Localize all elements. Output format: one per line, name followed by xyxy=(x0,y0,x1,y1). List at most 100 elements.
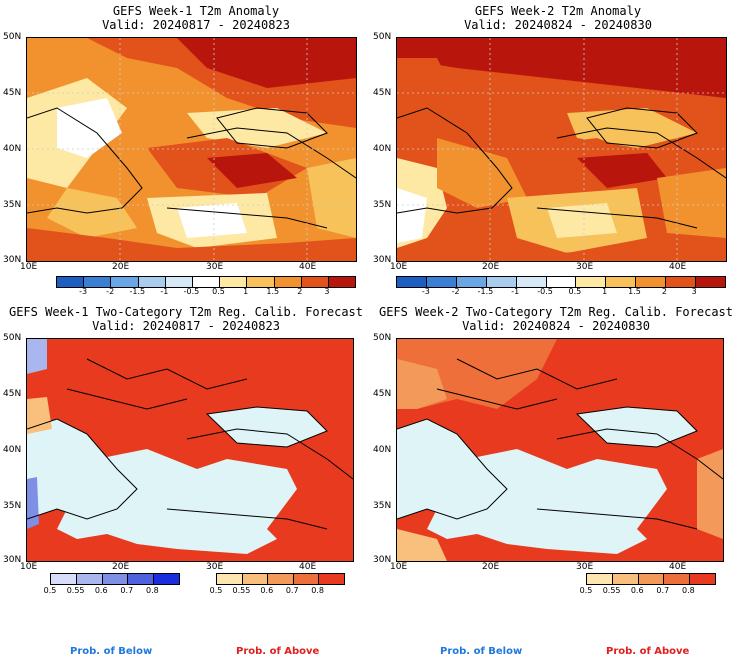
colorbar-tick-label: 1 xyxy=(243,287,249,296)
lon-label-20e: 20E xyxy=(482,562,500,572)
colorbar-swatch xyxy=(301,277,329,287)
lon-label-40e: 40E xyxy=(669,262,687,272)
colorbar-tick-label: 0.8 xyxy=(682,586,695,595)
colorbar-tick-label: 0.5 xyxy=(43,586,57,595)
panel-title: GEFS Week-2 Two-Category T2m Reg. Calib.… xyxy=(378,305,733,319)
colorbar-swatch xyxy=(328,277,356,287)
colorbar-swatch xyxy=(57,277,85,287)
lon-label-10e: 10E xyxy=(390,262,408,272)
lon-label-10e: 10E xyxy=(390,562,408,572)
colorbar-tick-label: 0.5 xyxy=(568,287,582,296)
lat-label-35n: 35N xyxy=(373,501,392,511)
lon-label-40e: 40E xyxy=(669,562,687,572)
colorbar-tick-label: -3 xyxy=(421,287,430,296)
colorbar-swatch xyxy=(606,277,637,287)
colorbar-swatch xyxy=(128,574,155,584)
colorbar-swatch xyxy=(111,277,139,287)
colorbar-tick-label: -0.5 xyxy=(537,287,553,296)
colorbar-swatch xyxy=(138,277,166,287)
lat-label-30n: 30N xyxy=(373,555,392,565)
lon-label-30e: 30E xyxy=(206,562,224,572)
colorbar-tick-label: 0.8 xyxy=(311,586,324,595)
colorbar-swatch xyxy=(636,277,667,287)
lon-label-30e: 30E xyxy=(576,562,594,572)
colorbar-swatch xyxy=(220,277,248,287)
anomaly-map xyxy=(396,37,727,262)
colorbar-tick-label: 0.6 xyxy=(94,586,108,595)
colorbar-tick-label: -3 xyxy=(79,287,88,296)
colorbar-tick-label: -0.5 xyxy=(183,287,200,296)
lon-label-20e: 20E xyxy=(482,262,500,272)
colorbar-swatch xyxy=(576,277,607,287)
colorbar-swatch xyxy=(638,574,665,584)
colorbar-tick-label: 0.7 xyxy=(285,586,299,595)
probability-map xyxy=(26,338,354,562)
lat-label-40n: 40N xyxy=(373,445,392,455)
lat-label-40n: 40N xyxy=(3,144,22,154)
colorbar-swatch xyxy=(165,277,193,287)
colorbar-tick-label: 0.55 xyxy=(66,586,85,595)
colorbar-tick-label: 0.8 xyxy=(146,586,159,595)
colorbar-swatch xyxy=(217,574,243,584)
lat-label-50n: 50N xyxy=(3,32,22,42)
prob-above-colorbar xyxy=(216,573,345,585)
colorbar-swatch xyxy=(690,574,715,584)
colorbar-tick-label: 0.7 xyxy=(656,586,670,595)
colorbar-tick-label: 0.55 xyxy=(602,586,621,595)
lat-label-35n: 35N xyxy=(3,501,22,511)
colorbar-swatch xyxy=(192,277,221,287)
colorbar-tick-label: -1 xyxy=(511,287,520,296)
colorbar-tick-label: -1.5 xyxy=(477,287,494,296)
colorbar-swatch xyxy=(426,277,457,287)
colorbar-swatch xyxy=(516,277,547,287)
colorbar-tick-label: 3 xyxy=(691,287,697,296)
colorbar-tick-label: 2 xyxy=(297,287,303,296)
colorbar-tick-label: 0.5 xyxy=(579,586,593,595)
anomaly-colorbar xyxy=(396,276,726,288)
colorbar-tick-label: 0.6 xyxy=(630,586,644,595)
colorbar-swatch xyxy=(397,277,427,287)
lat-label-45n: 45N xyxy=(373,88,392,98)
prob-below-colorbar xyxy=(50,573,180,585)
colorbar-swatch xyxy=(664,574,691,584)
lat-label-45n: 45N xyxy=(3,88,22,98)
colorbar-swatch xyxy=(666,277,697,287)
probability-map xyxy=(396,338,724,562)
lat-label-30n: 30N xyxy=(3,555,22,565)
lat-label-50n: 50N xyxy=(373,32,392,42)
colorbar-tick-label: 0.5 xyxy=(212,287,225,296)
lon-label-10e: 10E xyxy=(20,562,38,572)
prob-above-colorbar xyxy=(586,573,716,585)
colorbar-tick-label: 0.6 xyxy=(260,586,274,595)
lat-label-50n: 50N xyxy=(3,333,22,343)
colorbar-tick-label: 0.55 xyxy=(232,586,251,595)
anomaly-map xyxy=(26,37,357,262)
colorbar-swatch xyxy=(51,574,77,584)
lon-label-20e: 20E xyxy=(112,262,130,272)
colorbar-swatch xyxy=(84,277,112,287)
colorbar-swatch xyxy=(274,277,302,287)
panel-valid-dates: Valid: 20240817 - 20240823 xyxy=(102,18,290,32)
panel-title: GEFS Week-1 Two-Category T2m Reg. Calib.… xyxy=(8,305,363,319)
lon-label-40e: 40E xyxy=(299,562,317,572)
lat-label-30n: 30N xyxy=(373,255,392,265)
lat-label-35n: 35N xyxy=(3,200,22,210)
lon-label-30e: 30E xyxy=(206,262,224,272)
colorbar-swatch xyxy=(319,574,344,584)
lon-label-20e: 20E xyxy=(112,562,130,572)
panel-valid-dates: Valid: 20240824 - 20240830 xyxy=(464,18,652,32)
colorbar-swatch xyxy=(293,574,320,584)
lon-label-30e: 30E xyxy=(576,262,594,272)
lat-label-45n: 45N xyxy=(3,389,22,399)
colorbar-swatch xyxy=(456,277,487,287)
colorbar-swatch xyxy=(696,277,725,287)
colorbar-swatch xyxy=(486,277,517,287)
colorbar-swatch xyxy=(154,574,179,584)
colorbar-swatch xyxy=(102,574,129,584)
colorbar-tick-label: 2 xyxy=(661,287,667,296)
colorbar-tick-label: 0.7 xyxy=(120,586,134,595)
lat-label-50n: 50N xyxy=(373,333,392,343)
colorbar-tick-label: 1.5 xyxy=(266,287,280,296)
colorbar-swatch xyxy=(242,574,269,584)
colorbar-tick-label: -1 xyxy=(160,287,169,296)
